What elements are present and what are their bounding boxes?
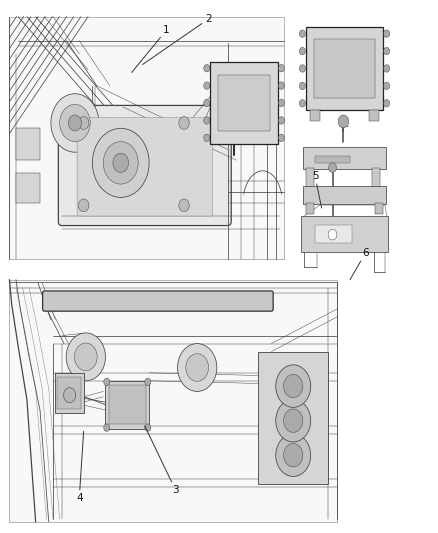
Circle shape [204, 117, 210, 124]
Text: 6: 6 [350, 248, 369, 280]
Circle shape [284, 409, 303, 432]
Circle shape [328, 229, 337, 240]
Circle shape [51, 94, 99, 152]
Bar [55, 373, 84, 413]
Bar [372, 167, 380, 188]
Circle shape [279, 117, 285, 124]
FancyBboxPatch shape [42, 291, 273, 311]
FancyBboxPatch shape [300, 216, 389, 252]
Bar [306, 167, 314, 188]
FancyBboxPatch shape [77, 118, 212, 216]
Circle shape [68, 115, 81, 131]
Circle shape [104, 378, 110, 385]
Circle shape [299, 47, 305, 55]
Text: 4: 4 [76, 431, 84, 503]
Circle shape [384, 100, 390, 107]
Bar [16, 173, 40, 203]
Circle shape [104, 424, 110, 431]
Circle shape [299, 82, 305, 90]
Circle shape [66, 333, 106, 381]
Circle shape [74, 343, 97, 370]
Circle shape [145, 378, 151, 385]
Text: 5: 5 [312, 171, 321, 208]
Bar [258, 352, 328, 484]
Text: 2: 2 [143, 14, 212, 64]
Circle shape [78, 117, 89, 130]
Circle shape [279, 99, 285, 107]
Circle shape [64, 387, 76, 402]
Circle shape [92, 128, 149, 197]
Circle shape [276, 399, 311, 442]
FancyBboxPatch shape [303, 185, 386, 204]
Circle shape [384, 47, 390, 55]
Bar [16, 128, 40, 160]
Circle shape [204, 99, 210, 107]
Circle shape [299, 30, 305, 37]
Circle shape [60, 104, 90, 142]
Bar [369, 110, 379, 122]
Circle shape [279, 134, 285, 142]
Circle shape [113, 154, 129, 172]
Circle shape [384, 82, 390, 90]
Circle shape [384, 30, 390, 37]
Circle shape [186, 354, 208, 381]
Circle shape [279, 64, 285, 72]
FancyBboxPatch shape [303, 147, 386, 169]
Bar [10, 280, 337, 522]
Bar [210, 62, 278, 144]
Bar [57, 377, 81, 409]
Bar [306, 203, 314, 214]
Bar [10, 17, 285, 259]
Circle shape [179, 199, 189, 212]
Circle shape [276, 434, 311, 477]
Text: 3: 3 [145, 426, 179, 495]
Circle shape [279, 82, 285, 90]
Bar [314, 39, 375, 98]
Bar [106, 381, 149, 429]
Bar [375, 203, 383, 214]
Circle shape [204, 134, 210, 142]
Circle shape [328, 163, 336, 172]
Circle shape [384, 64, 390, 72]
Circle shape [177, 344, 217, 391]
Circle shape [179, 117, 189, 130]
Bar [218, 75, 270, 131]
Bar [109, 385, 146, 424]
FancyBboxPatch shape [58, 106, 231, 225]
Bar [315, 224, 352, 243]
Circle shape [299, 100, 305, 107]
Text: 1: 1 [132, 25, 170, 72]
Circle shape [204, 64, 210, 72]
Circle shape [103, 142, 138, 184]
Circle shape [299, 64, 305, 72]
Circle shape [145, 424, 151, 431]
Circle shape [78, 199, 89, 212]
Bar [310, 110, 320, 122]
Circle shape [284, 443, 303, 467]
Circle shape [276, 365, 311, 407]
Circle shape [204, 82, 210, 90]
Circle shape [338, 115, 349, 128]
Bar [315, 157, 350, 163]
Bar [306, 27, 383, 110]
Circle shape [284, 374, 303, 398]
